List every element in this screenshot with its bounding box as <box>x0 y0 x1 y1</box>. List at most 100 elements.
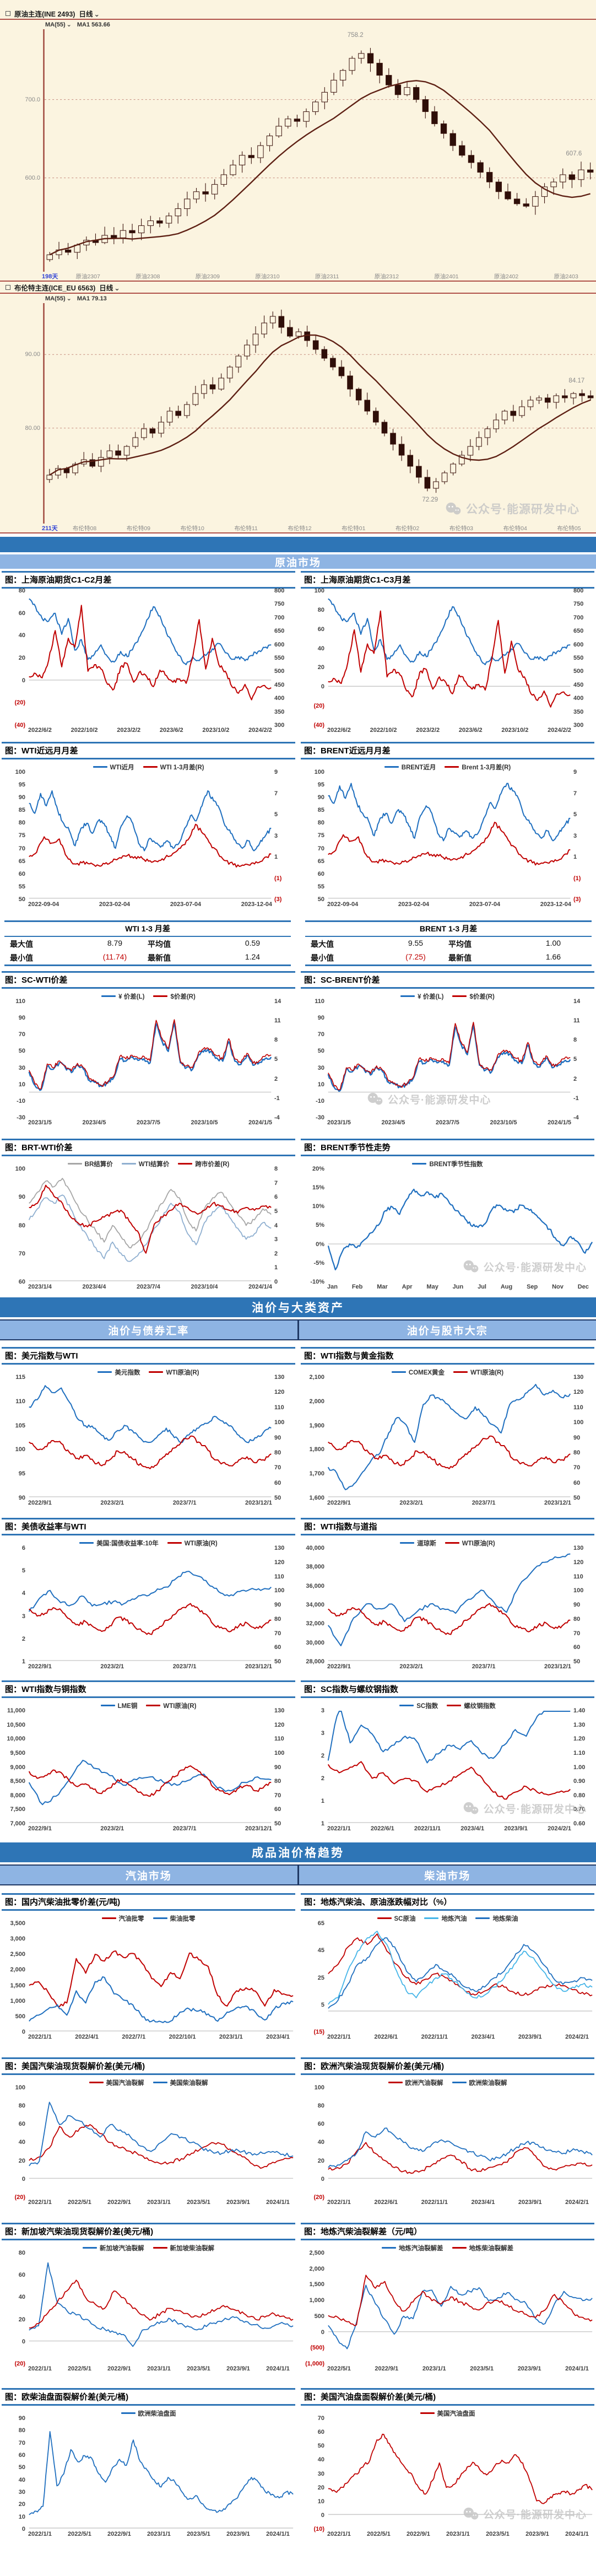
legend-label: WTI原油(R) <box>163 1702 197 1710</box>
chart-title: 图：国内汽柴油批零价差(元/吨) <box>2 1893 295 1911</box>
section-header: 油价与大类资产 <box>0 1297 596 1317</box>
stats-row: 最大值 8.79 平均值 0.59 <box>4 937 291 951</box>
legend-label: BRENT季节性指数 <box>429 1161 483 1168</box>
chart-legend: 美国汽油盘面 <box>302 2408 593 2418</box>
plot-area <box>327 1169 593 1282</box>
ma-value: MA1 79.13 <box>77 295 107 302</box>
stats-right: BRENT 1-3 月差 最大值 9.55 平均值 1.00 最小值 (7.25) 最新值 1.… <box>305 920 592 966</box>
x-tick: 2023/9/1 <box>226 2365 250 2372</box>
x-tick: 2024/2/2 <box>248 727 272 734</box>
x-tick: 2023/7/5 <box>436 1119 459 1126</box>
x-tick: 2023/1/1 <box>147 2365 171 2372</box>
legend-label: Brent 1-3月差(R) <box>462 764 511 771</box>
x-tick: 2023/6/2 <box>458 727 483 734</box>
legend-label: 美国:国债收益率:10年 <box>96 1540 159 1547</box>
kline-x-axis: 198天 原油2307 原油2308 原油2309 原油2310 原油2311 原油2312… <box>0 272 596 281</box>
kline-contract-label: 布伦特01 <box>342 525 366 532</box>
legend-label: 新加坡柴油裂解 <box>170 2245 215 2252</box>
x-tick: 2023/2/2 <box>416 727 440 734</box>
x-tick: 2023/4/5 <box>381 1119 405 1126</box>
chart-legend: 欧洲柴油盘面 <box>3 2408 294 2418</box>
x-tick: 2022/9/1 <box>107 2199 131 2206</box>
plot-area <box>28 1711 272 1824</box>
x-tick: 2022/10/2 <box>370 727 397 734</box>
x-tick: 2023/7/1 <box>172 1825 197 1832</box>
x-tick: 2023/7/4 <box>137 1284 160 1290</box>
chart-r10r: 图：地炼汽柴油裂解差（元/吨） 地炼汽油裂解差 地炼柴油裂解差 2,500 2,000 1… <box>301 2223 594 2375</box>
chart-legend: WTI近月 WTI 1-3月差(R) <box>3 762 294 772</box>
y-axis-left: 11,000 10,500 10,000 9,500 9,000 8,500 8,000 7,… <box>7 1707 25 1827</box>
y-axis-left: 3,500 3,000 2,500 2,000 1,500 1,000 500 0 <box>10 1920 25 2035</box>
legend-swatch-icon <box>391 1371 406 1373</box>
legend-label: ¥ 价差(L) <box>418 993 444 1000</box>
ma-dropdown[interactable]: MA(55) ⌄ <box>45 295 72 302</box>
legend-swatch-icon <box>447 1705 462 1706</box>
x-tick: 2023/1/1 <box>422 2365 446 2372</box>
x-tick: 2022-09-04 <box>327 901 359 908</box>
stats-value: (7.25) <box>405 952 426 961</box>
legend-label: 美国汽油盘面 <box>437 2410 475 2417</box>
stats-label: 最新值 <box>148 953 171 962</box>
x-axis: 2022/9/1 2023/2/1 2023/7/1 2023/12/1 <box>28 1662 272 1672</box>
x-tick: 2024/1/1 <box>266 2199 290 2206</box>
legend-label: BR结算价 <box>84 1161 113 1168</box>
legend-label: WTI 1-3月差(R) <box>160 764 204 771</box>
chart-r3l: 图：SC-WTI价差 ¥ 价差(L) $价差(R) 110 90 70 50 30 10 -10-… <box>2 971 295 1129</box>
period-dropdown[interactable]: 日线 ⌄ <box>99 284 120 292</box>
x-tick: 2022/9/1 <box>327 1663 351 1670</box>
x-tick: 2023/7/1 <box>472 1500 496 1506</box>
legend-label: 地炼柴油裂解差 <box>469 2245 514 2252</box>
subsection-header: 柴油市场 <box>299 1866 596 1884</box>
plot-area <box>28 772 272 899</box>
x-tick: 2024/1/1 <box>266 2531 290 2537</box>
x-tick: 2023/1/5 <box>28 1119 52 1126</box>
period-dropdown[interactable]: 日线 ⌄ <box>79 10 100 18</box>
chart-title: 图：WTI指数与黄金指数 <box>301 1347 594 1365</box>
x-tick: 2022/9/1 <box>327 1500 351 1506</box>
x-tick: 2023/10/2 <box>202 727 230 734</box>
section-bar <box>0 537 596 552</box>
y-axis-left: 40,000 38,000 36,000 34,000 32,000 30,000 28,0… <box>306 1545 324 1665</box>
x-axis: 2023/1/5 2023/4/5 2023/7/5 2023/10/5 2024/1/… <box>28 1118 272 1128</box>
legend-swatch-icon <box>400 995 415 997</box>
x-tick: 2023/4/1 <box>266 2034 290 2040</box>
y-axis-right: 9 7 5 3 1 (1) (3) <box>573 769 581 903</box>
plot-area <box>327 1711 571 1824</box>
x-tick: 2022/11/1 <box>421 2034 448 2040</box>
kline-contract-label: 原油2310 <box>255 273 280 280</box>
chart-title: 图：地炼汽柴油裂解差（元/吨） <box>301 2223 594 2240</box>
kline-contract-label: 布伦特04 <box>503 525 527 532</box>
x-tick: 2023/5/1 <box>187 2531 210 2537</box>
x-tick: 2023/1/1 <box>219 2034 243 2040</box>
x-axis: 2022/6/2 2022/10/2 2023/2/2 2023/6/2 2023/10… <box>327 725 571 735</box>
kline-panel-brent: 布伦特主连(ICE_EU 6563) 日线 ⌄ MA(55) ⌄ MA1 79.13… <box>0 282 596 533</box>
x-tick: 2024/1/4 <box>248 1284 272 1290</box>
chevron-down-icon: ⌄ <box>66 21 72 28</box>
x-axis: Jan Feb Mar Apr May Jun Jul Aug Sep Nov Dec <box>327 1282 589 1292</box>
x-tick: 2023/9/1 <box>504 1825 528 1832</box>
ma-dropdown[interactable]: MA(55) ⌄ <box>45 21 72 28</box>
stats-value: 9.55 <box>408 939 424 947</box>
plot-area <box>28 2253 294 2364</box>
stats-value: 1.00 <box>545 939 561 947</box>
x-tick: 2022/5/1 <box>68 2531 91 2537</box>
kline-header: 原油主连(INE 2493) 日线 ⌄ <box>0 8 596 19</box>
chart-legend: 道琼斯 WTI原油(R) <box>302 1538 593 1548</box>
x-tick: May <box>426 1284 438 1290</box>
legend-swatch-icon <box>79 1542 94 1544</box>
y-axis-right: 130 120 110 100 90 80 70 60 50 <box>274 1545 285 1665</box>
candlestick-chart: 95.35 72.29 84.17 <box>43 303 595 524</box>
chart-legend: 美国汽油裂解 美国柴油裂解 <box>3 2077 294 2088</box>
legend-swatch-icon <box>453 1371 468 1373</box>
stats-label: 最小值 <box>10 953 33 962</box>
x-tick: 2022/1/1 <box>327 2034 351 2040</box>
chart-legend: SC指数 螺纹钢指数 <box>302 1700 593 1711</box>
x-tick: 2023/10/5 <box>490 1119 517 1126</box>
x-tick: 2023/2/1 <box>399 1663 424 1670</box>
chart-title: 图：BRENT近远月月差 <box>301 742 594 759</box>
legend-swatch-icon <box>412 1163 427 1165</box>
legend-label: 跨市价差(R) <box>195 1161 230 1168</box>
chart-legend: COMEX黄金 WTI原油(R) <box>302 1367 593 1377</box>
x-tick: Nov <box>552 1284 564 1290</box>
chart-r1l: 图：上海原油期货C1-C2月差 80 60 40 20 0 (20) (40) 800 750 70… <box>2 571 295 736</box>
